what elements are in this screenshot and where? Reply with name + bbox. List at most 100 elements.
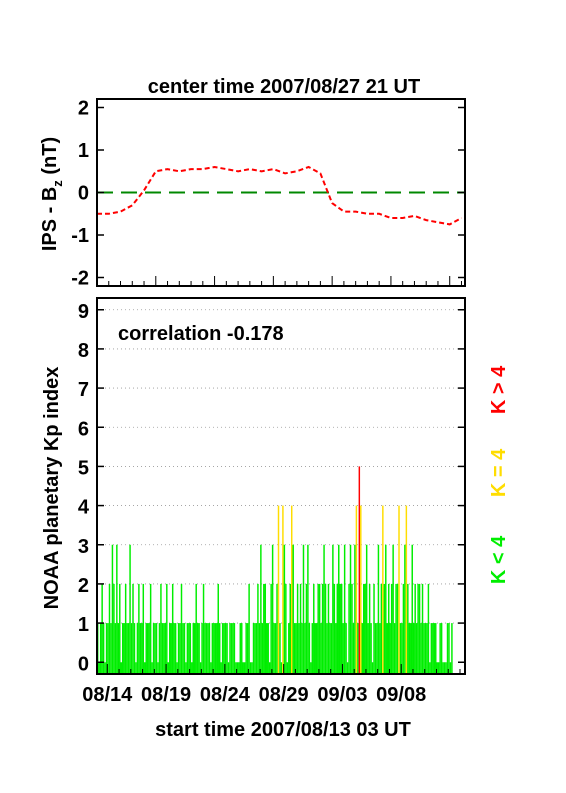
kp-bar — [104, 662, 106, 674]
kp-bar — [345, 623, 347, 674]
kp-bar — [299, 583, 302, 674]
kp-bar — [432, 623, 434, 674]
kp-bar — [246, 623, 249, 674]
kp-bar — [424, 623, 427, 674]
kp-bar — [338, 544, 340, 674]
kp-bar — [361, 623, 364, 674]
kp-bar — [313, 583, 315, 674]
kp-bar — [102, 623, 105, 674]
kp-bar — [351, 583, 353, 674]
kp-bar — [342, 623, 344, 674]
kp-bar — [188, 623, 190, 674]
kp-bar — [440, 623, 443, 674]
kp-bar — [242, 662, 244, 674]
kp-bar — [292, 544, 294, 674]
kp-bar — [436, 662, 438, 674]
kp-bar — [301, 623, 303, 674]
kp-bar — [243, 662, 246, 674]
kp-bar — [358, 466, 361, 674]
kp-bar — [126, 623, 128, 674]
kp-bar — [449, 662, 452, 674]
kp-bar — [267, 623, 269, 674]
kp-bar — [315, 623, 318, 674]
kp-bar — [154, 623, 156, 674]
kp-bar — [329, 623, 331, 674]
kp-bar — [171, 583, 174, 674]
kp-bar — [408, 623, 411, 674]
kp-bar — [166, 583, 168, 674]
kp-bar — [317, 583, 319, 674]
kp-bar — [412, 623, 415, 674]
kp-bar — [370, 623, 372, 674]
kp-bar — [139, 623, 142, 674]
kp-bar — [216, 623, 218, 674]
kp-bar — [204, 623, 206, 674]
kp-bar — [273, 623, 275, 674]
bz-series-line — [97, 165, 462, 226]
kp-bar — [233, 623, 236, 674]
kp-bar — [210, 662, 212, 674]
kp-bar — [110, 623, 112, 674]
kp-bar — [114, 623, 117, 674]
kp-bar — [393, 623, 396, 674]
kp-bar — [111, 544, 114, 674]
kp-bar — [186, 623, 189, 674]
kp-bar — [251, 662, 253, 674]
kp-y-tick-label: 1 — [78, 614, 89, 636]
kp-bar — [327, 583, 330, 674]
kp-bar — [407, 583, 409, 674]
kp-y-axis-label: NOAA planetary Kp index — [41, 367, 63, 610]
kp-bar — [379, 623, 381, 674]
kp-bar — [191, 662, 193, 674]
kp-x-tick-label: 08/29 — [259, 684, 309, 706]
kp-bar — [145, 623, 147, 674]
kp-bar — [326, 623, 328, 674]
kp-bar — [132, 583, 134, 674]
kp-bar — [98, 662, 100, 674]
legend-k-less-4: K < 4 — [488, 535, 510, 584]
kp-bar — [363, 583, 365, 674]
kp-bar — [365, 544, 368, 674]
kp-bar — [238, 662, 240, 674]
kp-bar — [161, 623, 164, 674]
kp-bar — [230, 623, 233, 674]
bz-y-tick-label: -1 — [71, 225, 89, 247]
kp-bar — [396, 583, 399, 674]
bz-y-axis-label: IPS - Bz (nT) — [39, 137, 65, 251]
kp-bar — [376, 623, 378, 674]
kp-bar — [427, 583, 430, 674]
kp-bar — [268, 662, 271, 674]
legend-k-equal-4: K = 4 — [488, 448, 510, 497]
kp-bar — [174, 623, 177, 674]
kp-bar — [364, 583, 366, 674]
kp-x-tick-label: 09/08 — [376, 684, 426, 706]
kp-bar — [232, 623, 234, 674]
kp-bar — [198, 623, 200, 674]
kp-bar — [239, 623, 242, 674]
kp-bar — [101, 583, 103, 674]
kp-bar — [442, 662, 444, 674]
kp-bar — [127, 623, 130, 674]
kp-bar — [404, 544, 406, 674]
kp-bar — [249, 662, 252, 674]
kp-bar — [433, 623, 436, 674]
kp-bar — [135, 662, 137, 674]
kp-bar — [226, 623, 228, 674]
kp-bar — [286, 662, 289, 674]
kp-bar — [445, 662, 447, 674]
legend-k-greater-4: K > 4 — [488, 365, 510, 414]
kp-bar — [285, 583, 287, 674]
kp-bar — [348, 583, 350, 674]
kp-bar — [189, 623, 192, 674]
kp-bar — [261, 623, 264, 674]
kp-bar — [183, 623, 186, 674]
kp-bar — [421, 583, 424, 674]
kp-bar — [352, 623, 355, 674]
bz-y-tick-label: -2 — [71, 268, 89, 290]
kp-bar — [280, 662, 283, 674]
kp-bar — [123, 623, 125, 674]
kp-bar — [217, 583, 219, 674]
kp-bar — [451, 623, 453, 674]
kp-bar — [271, 544, 274, 674]
kp-bar — [373, 583, 375, 674]
